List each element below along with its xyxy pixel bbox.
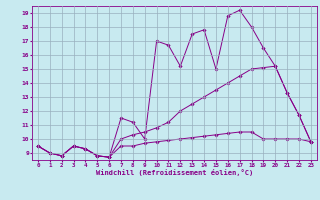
X-axis label: Windchill (Refroidissement éolien,°C): Windchill (Refroidissement éolien,°C): [96, 169, 253, 176]
